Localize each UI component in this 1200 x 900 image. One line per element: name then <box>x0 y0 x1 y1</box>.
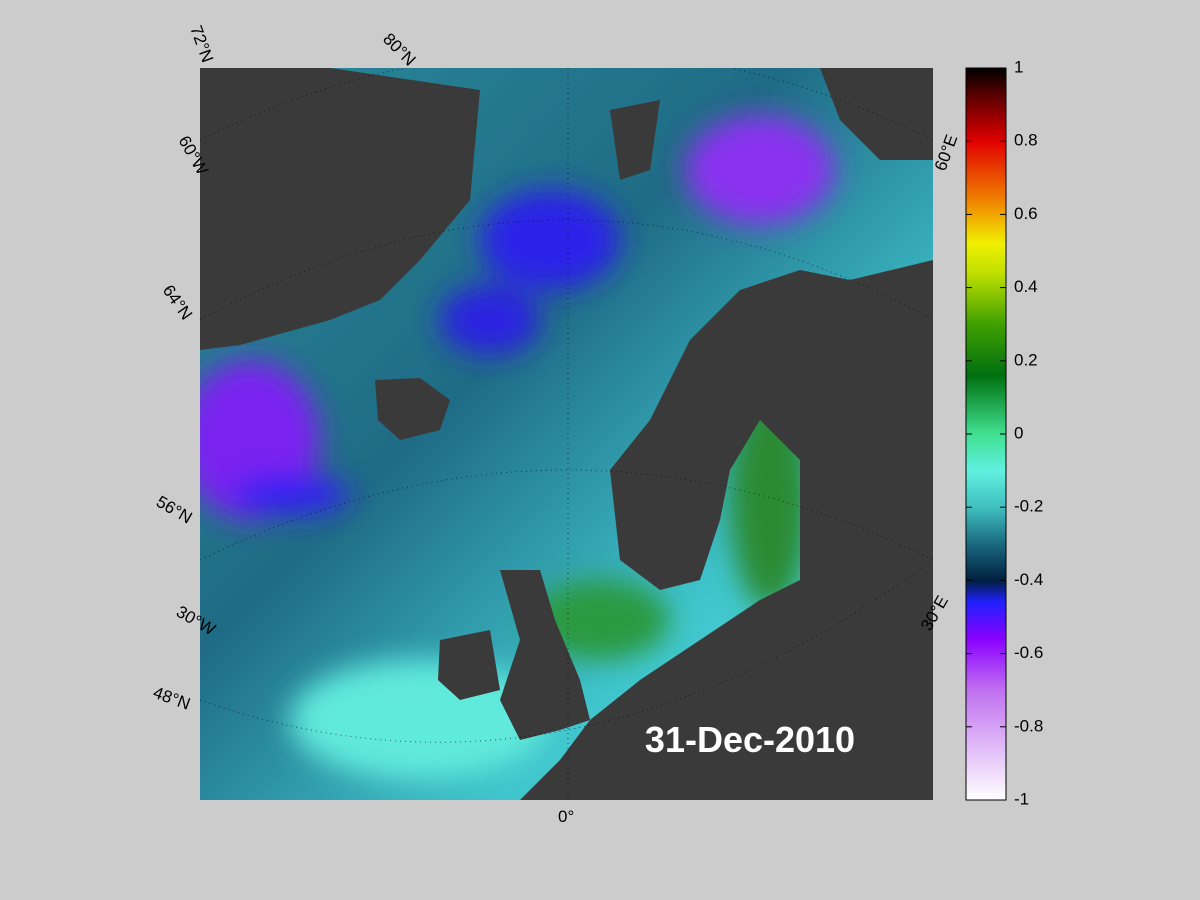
colorbar-tick-label: -0.6 <box>1014 643 1043 662</box>
lon-label: 0° <box>558 807 574 826</box>
colorbar-tick-label: 0.8 <box>1014 131 1038 150</box>
lat-label: 80°N <box>379 29 419 69</box>
colorbar-tick-label: -0.4 <box>1014 570 1043 589</box>
lat-label: 64°N <box>159 281 196 323</box>
map: 31-Dec-2010 <box>200 68 933 800</box>
lat-label: 56°N <box>153 492 195 527</box>
colorbar-tick-label: 0.6 <box>1014 204 1038 223</box>
colorbar-tick-label: 1 <box>1014 57 1023 76</box>
colorbar-tick-label: -1 <box>1014 789 1029 808</box>
date-label: 31-Dec-2010 <box>645 719 855 760</box>
graticule <box>200 68 933 800</box>
lat-label: 72°N <box>186 23 217 65</box>
colorbar-tick-label: -0.2 <box>1014 497 1043 516</box>
colorbar-tick-label: 0 <box>1014 423 1023 442</box>
colorbar-tick-label: 0.2 <box>1014 350 1038 369</box>
colorbar-tick-label: 0.4 <box>1014 277 1038 296</box>
colorbar <box>965 67 1007 801</box>
land <box>200 68 933 800</box>
lon-label: 60°E <box>931 132 962 173</box>
lat-label: 48°N <box>151 683 193 714</box>
colorbar-tick-label: -0.8 <box>1014 716 1043 735</box>
